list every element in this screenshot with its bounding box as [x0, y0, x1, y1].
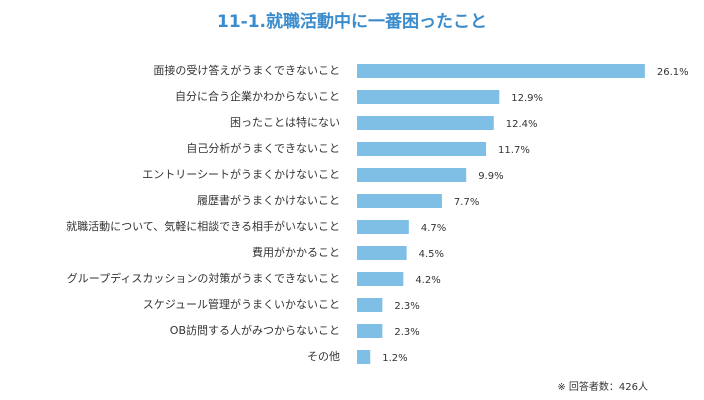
- bar: [357, 142, 487, 156]
- value-label: 2.3%: [394, 327, 419, 338]
- value-label: 4.2%: [415, 275, 440, 286]
- value-label: 12.9%: [511, 93, 543, 104]
- category-label: 自己分析がうまくできないこと: [186, 141, 340, 155]
- bar: [357, 220, 409, 234]
- category-label: 就職活動について、気軽に相談できる相手がいないこと: [66, 219, 340, 233]
- value-label: 9.9%: [478, 171, 503, 182]
- category-label: スケジュール管理がうまくいかないこと: [143, 297, 340, 311]
- bar: [357, 246, 407, 260]
- value-label: 7.7%: [454, 197, 479, 208]
- category-label: 自分に合う企業かわからないこと: [175, 89, 340, 103]
- category-label: 履歴書がうまくかけないこと: [197, 193, 340, 207]
- category-label: グループディスカッションの対策がうまくできないこと: [67, 271, 340, 285]
- bar: [357, 350, 371, 364]
- category-label: その他: [307, 350, 340, 363]
- value-label: 2.3%: [394, 301, 419, 312]
- bar: [357, 168, 467, 182]
- bar: [357, 324, 383, 338]
- value-label: 4.5%: [419, 249, 444, 260]
- bar: [357, 298, 383, 312]
- bar: [357, 272, 404, 286]
- value-label: 1.2%: [382, 353, 407, 364]
- bar: [357, 90, 500, 104]
- value-label: 11.7%: [498, 145, 530, 156]
- value-label: 4.7%: [421, 223, 446, 234]
- category-label: OB訪問する人がみつからないこと: [170, 323, 340, 337]
- category-label: 面接の受け答えがうまくできないこと: [153, 63, 340, 77]
- bar: [357, 116, 494, 130]
- annotation: ※ 回答者数：426人: [557, 380, 648, 393]
- category-label: 費用がかかること: [252, 245, 340, 259]
- chart-title: 11-1.就職活動中に一番困ったこと: [217, 11, 487, 32]
- bar: [357, 194, 442, 208]
- category-label: 困ったことは特にない: [230, 115, 340, 129]
- category-label: エントリーシートがうまくかけないこと: [142, 167, 340, 181]
- value-label: 26.1%: [657, 67, 689, 78]
- value-label: 12.4%: [506, 119, 538, 130]
- bar: [357, 64, 645, 78]
